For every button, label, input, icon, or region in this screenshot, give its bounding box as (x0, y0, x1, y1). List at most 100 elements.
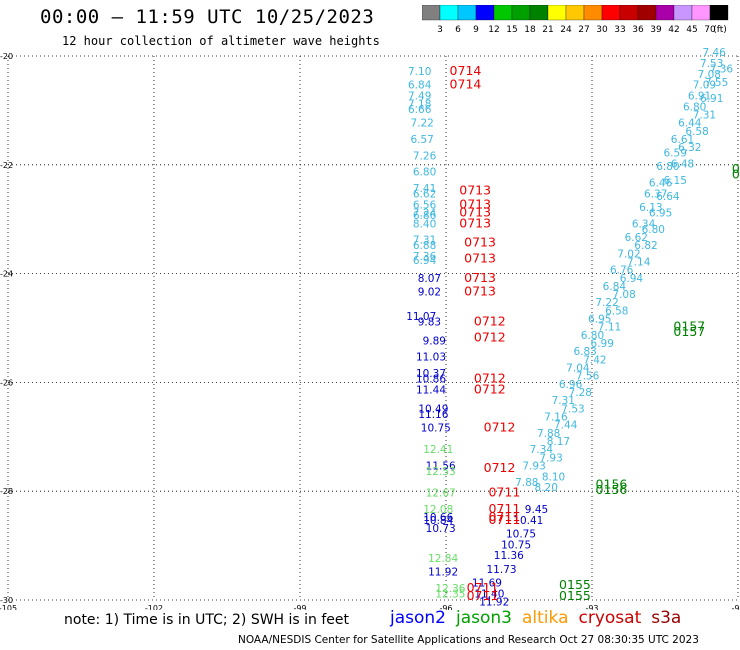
time-label: 0712 (474, 330, 506, 345)
swh-value: 12.84 (428, 553, 458, 565)
y-tick-label: -20 (0, 52, 13, 61)
swh-value: 12.67 (426, 488, 456, 500)
satellite-name: cryosat (578, 608, 642, 628)
swh-value: 7.08 (612, 289, 635, 301)
swh-value: 9.89 (423, 335, 446, 347)
time-label: 0711 (467, 580, 499, 595)
swh-value: 11.40 (474, 588, 504, 600)
footer-credit: NOAA/NESDIS Center for Satellite Applica… (238, 634, 699, 646)
swh-value: 7.28 (569, 387, 592, 399)
legend-label: 36 (632, 25, 644, 35)
swh-value: 11.03 (416, 352, 446, 364)
swh-value: 11.73 (487, 564, 517, 576)
swh-value: 7.02 (617, 248, 640, 260)
swh-value: 6.95 (588, 314, 611, 326)
swh-value: 6.80 (581, 330, 604, 342)
y-tick-label: -22 (0, 161, 13, 170)
swh-value: 6.62 (413, 188, 436, 200)
legend-label: 12 (488, 25, 499, 35)
swh-value: 6.94 (413, 255, 437, 267)
time-label: 0711 (488, 509, 520, 524)
time-label: 0156 (596, 482, 628, 497)
time-label: 0713 (459, 204, 491, 219)
swh-value: 7.41 (413, 183, 436, 195)
time-label: 0712 (474, 313, 506, 328)
time-label: 0713 (464, 234, 496, 249)
swh-value: 7.56 (576, 371, 600, 383)
swh-value: 6.58 (685, 126, 708, 138)
time-label: 0157 (673, 319, 705, 334)
swh-value: 6.91 (700, 93, 723, 105)
time-label: 0714 (450, 63, 482, 78)
swh-value: 6.80 (656, 161, 679, 173)
legend-label: 39 (650, 25, 662, 35)
swh-value: 6.61 (671, 134, 694, 146)
time-label: 0712 (474, 381, 506, 396)
swh-value: 6.80 (642, 224, 665, 236)
swh-value: 12.36 (435, 583, 465, 595)
swh-value: 7.44 (554, 420, 578, 432)
swh-value: 7.14 (627, 256, 651, 268)
swh-value: 7.31 (413, 235, 436, 247)
time-label: 0712 (484, 419, 516, 434)
swh-value: 9.45 (525, 504, 548, 516)
swh-value: 7.42 (583, 354, 606, 366)
swh-value: 10.41 (513, 515, 543, 527)
time-label: 0713 (464, 270, 496, 285)
swh-value: 7.18 (408, 99, 431, 111)
x-tick-label: -102 (145, 604, 163, 610)
swh-value: 7.31 (693, 110, 716, 122)
swh-value: 11.92 (479, 596, 509, 608)
swh-value: 8.17 (547, 436, 570, 448)
x-tick-label: -96 (439, 604, 452, 610)
legend-label: 15 (506, 25, 517, 35)
swh-value: 10.37 (416, 368, 446, 380)
swh-value: 7.11 (598, 322, 621, 334)
time-label: 0711 (467, 588, 499, 603)
legend-label: 3 (437, 25, 443, 35)
y-tick-label: -28 (0, 487, 13, 496)
legend-label: 27 (578, 25, 589, 35)
time-label: 0713 (464, 283, 496, 298)
swh-value: 6.66 (408, 104, 432, 116)
legend-unit: (ft) (713, 25, 727, 35)
swh-value: 7.08 (698, 69, 721, 81)
swh-value: 6.32 (678, 142, 701, 154)
swh-value: 6.96 (559, 379, 583, 391)
swh-value: 11.36 (494, 550, 524, 562)
swh-value: 8.07 (418, 273, 441, 285)
time-label: 0711 (488, 485, 520, 500)
swh-value: 10.84 (423, 515, 453, 527)
time-label: 0713 (459, 215, 491, 230)
swh-value: 6.56 (413, 199, 437, 211)
swh-value: 6.94 (620, 273, 644, 285)
wave-height-map: -105 -102 -99 -96 -93 -90 -20 -22 -24 -26 -28 -30 7.… (0, 47, 740, 610)
swh-value: 11.16 (418, 409, 448, 421)
swh-value: 7.46 (702, 47, 726, 59)
legend-label: 30 (596, 25, 608, 35)
swh-value: 6.37 (644, 188, 667, 200)
swh-value: 8.40 (413, 218, 436, 230)
swh-value: 7.93 (539, 452, 562, 464)
legend-swatch (709, 5, 729, 21)
x-tick-label: -99 (293, 604, 306, 610)
swh-value: 6.34 (632, 218, 656, 230)
swh-value: 7.53 (700, 58, 723, 70)
swh-value: 6.64 (656, 191, 680, 203)
swh-value: 6.83 (573, 346, 596, 358)
x-tick-label: -90 (731, 604, 740, 610)
x-tick-label: -93 (585, 604, 598, 610)
legend-label: 9 (473, 25, 479, 35)
legend-label: 21 (542, 25, 553, 35)
time-label: 0713 (459, 183, 491, 198)
time-label: 0157 (673, 324, 705, 339)
swh-value: 10.75 (421, 422, 451, 434)
swh-value: 6.84 (603, 281, 627, 293)
swh-value: 6.62 (625, 232, 648, 244)
swh-value: 12.53 (426, 466, 456, 478)
swh-value: 7.55 (705, 77, 728, 89)
swh-value: 10.73 (426, 523, 456, 535)
swh-value: 7.88 (537, 428, 560, 440)
swh-value: 7.22 (410, 118, 433, 130)
swh-value: 7.31 (552, 395, 575, 407)
